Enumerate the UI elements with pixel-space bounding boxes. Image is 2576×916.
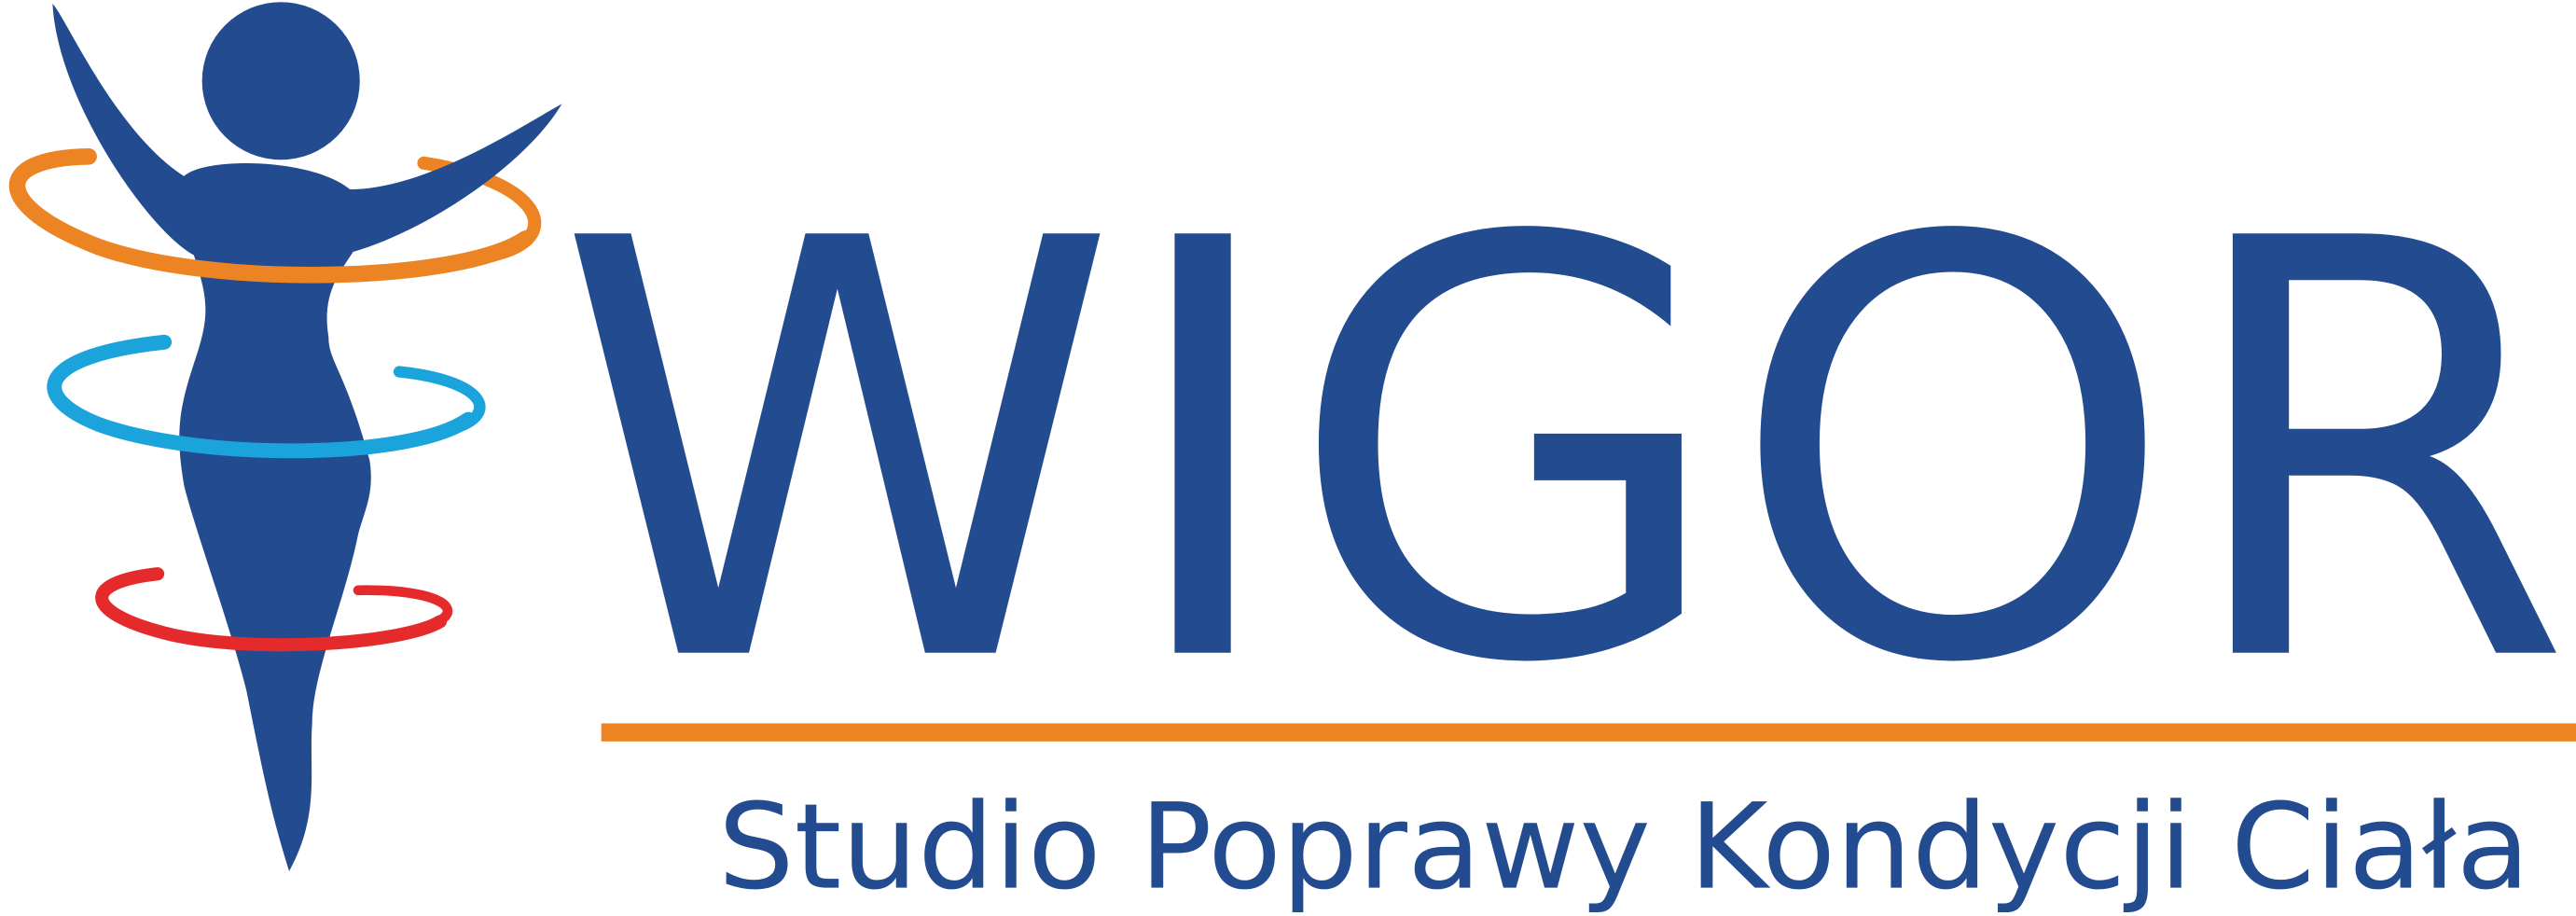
brand-name: WIGOR	[555, 120, 2572, 789]
ring-blue-front	[47, 334, 476, 459]
head	[201, 2, 360, 160]
figure	[8, 2, 562, 872]
ring-orange-front	[8, 147, 534, 284]
tagline: Studio Poprawy Kondycji Ciała	[718, 778, 2530, 916]
divider	[601, 723, 2576, 742]
body	[52, 3, 562, 872]
ring-red-front	[95, 567, 448, 652]
